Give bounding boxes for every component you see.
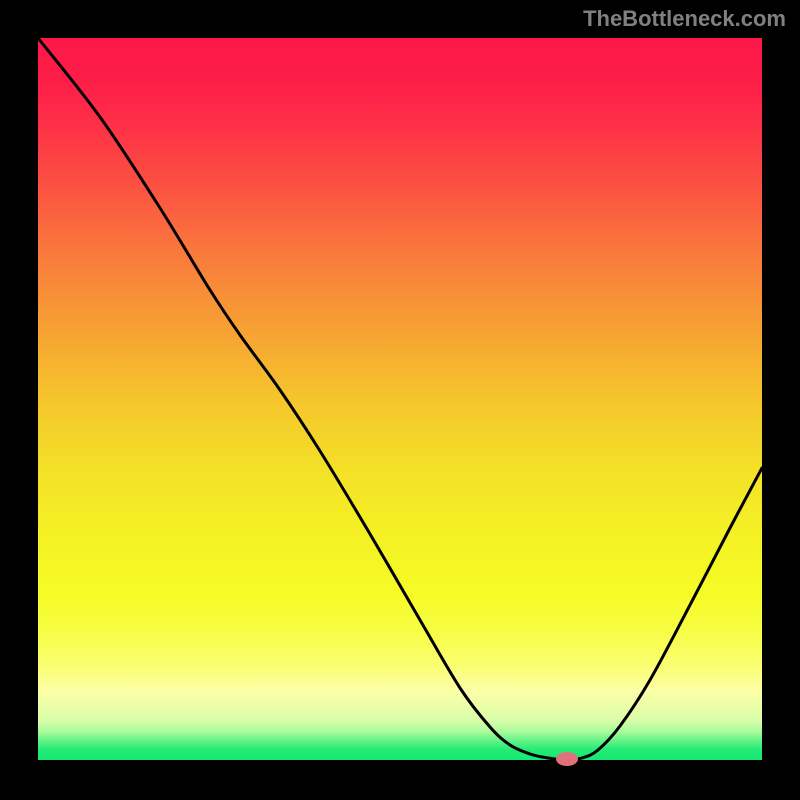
optimal-point-marker xyxy=(556,752,578,766)
chart-svg xyxy=(0,0,800,800)
watermark-text: TheBottleneck.com xyxy=(583,6,786,32)
gradient-plot-area xyxy=(38,38,762,760)
bottleneck-chart: TheBottleneck.com xyxy=(0,0,800,800)
